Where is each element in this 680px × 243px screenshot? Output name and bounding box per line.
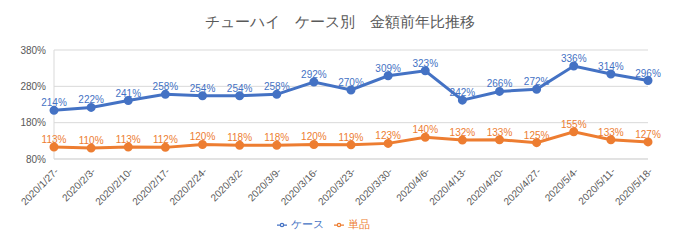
html-text:ケース: ケース (290, 218, 324, 230)
svg-text:270%: 270% (338, 77, 364, 88)
svg-text:222%: 222% (78, 94, 104, 105)
svg-text:292%: 292% (301, 69, 327, 80)
svg-text:280%: 280% (20, 81, 46, 92)
svg-text:180%: 180% (20, 117, 46, 128)
svg-text:155%: 155% (561, 119, 587, 130)
svg-text:112%: 112% (153, 134, 178, 145)
svg-text:2020/3/30-: 2020/3/30- (353, 166, 395, 208)
svg-text:2020/4/13-: 2020/4/13- (427, 166, 469, 208)
svg-text:120%: 120% (190, 131, 216, 142)
svg-text:133%: 133% (487, 127, 513, 138)
svg-text:309%: 309% (375, 63, 401, 74)
svg-text:2020/4/27-: 2020/4/27- (501, 166, 543, 208)
svg-text:266%: 266% (487, 78, 513, 89)
svg-text:254%: 254% (190, 83, 216, 94)
svg-text:258%: 258% (153, 81, 179, 92)
svg-text:272%: 272% (524, 76, 550, 87)
svg-text:127%: 127% (635, 129, 661, 140)
svg-text:296%: 296% (635, 68, 661, 79)
svg-text:133%: 133% (598, 127, 624, 138)
svg-text:2020/5/11-: 2020/5/11- (576, 166, 617, 207)
svg-text:254%: 254% (227, 83, 253, 94)
svg-text:118%: 118% (227, 132, 252, 143)
html-text:単品: 単品 (347, 218, 370, 230)
svg-text:2020/4/20-: 2020/4/20- (464, 166, 506, 208)
svg-text:2020/5/18-: 2020/5/18- (613, 166, 655, 208)
svg-text:323%: 323% (412, 58, 438, 69)
svg-text:113%: 113% (42, 134, 67, 145)
svg-text:258%: 258% (264, 81, 290, 92)
svg-text:119%: 119% (339, 132, 364, 143)
svg-text:380%: 380% (20, 45, 46, 56)
svg-text:2020/2/3-: 2020/2/3- (60, 166, 98, 204)
svg-text:80%: 80% (26, 154, 46, 165)
svg-text:132%: 132% (450, 127, 476, 138)
svg-text:123%: 123% (375, 130, 401, 141)
svg-text:314%: 314% (598, 61, 624, 72)
svg-text:2020/4/6-: 2020/4/6- (394, 166, 432, 204)
svg-text:242%: 242% (450, 87, 476, 98)
svg-text:125%: 125% (524, 130, 550, 141)
html-text:チューハイ ケース別 金額前年比推移: チューハイ ケース別 金額前年比推移 (205, 13, 475, 30)
svg-text:336%: 336% (561, 53, 587, 64)
svg-text:2020/2/17-: 2020/2/17- (130, 166, 172, 208)
svg-text:241%: 241% (115, 88, 141, 99)
svg-text:2020/3/23-: 2020/3/23- (316, 166, 358, 208)
svg-text:110%: 110% (79, 135, 104, 146)
svg-text:2020/1/27-: 2020/1/27- (19, 166, 61, 208)
svg-text:120%: 120% (301, 131, 327, 142)
svg-text:140%: 140% (412, 124, 438, 135)
svg-text:2020/3/9-: 2020/3/9- (246, 166, 284, 204)
svg-text:2020/5/4-: 2020/5/4- (543, 166, 581, 204)
svg-text:113%: 113% (116, 134, 141, 145)
svg-text:2020/3/16-: 2020/3/16- (279, 166, 321, 208)
svg-text:2020/2/10-: 2020/2/10- (93, 166, 135, 208)
svg-text:214%: 214% (41, 97, 67, 108)
svg-text:118%: 118% (264, 132, 289, 143)
svg-text:2020/3/2-: 2020/3/2- (208, 166, 246, 204)
svg-text:2020/2/24-: 2020/2/24- (167, 166, 209, 208)
